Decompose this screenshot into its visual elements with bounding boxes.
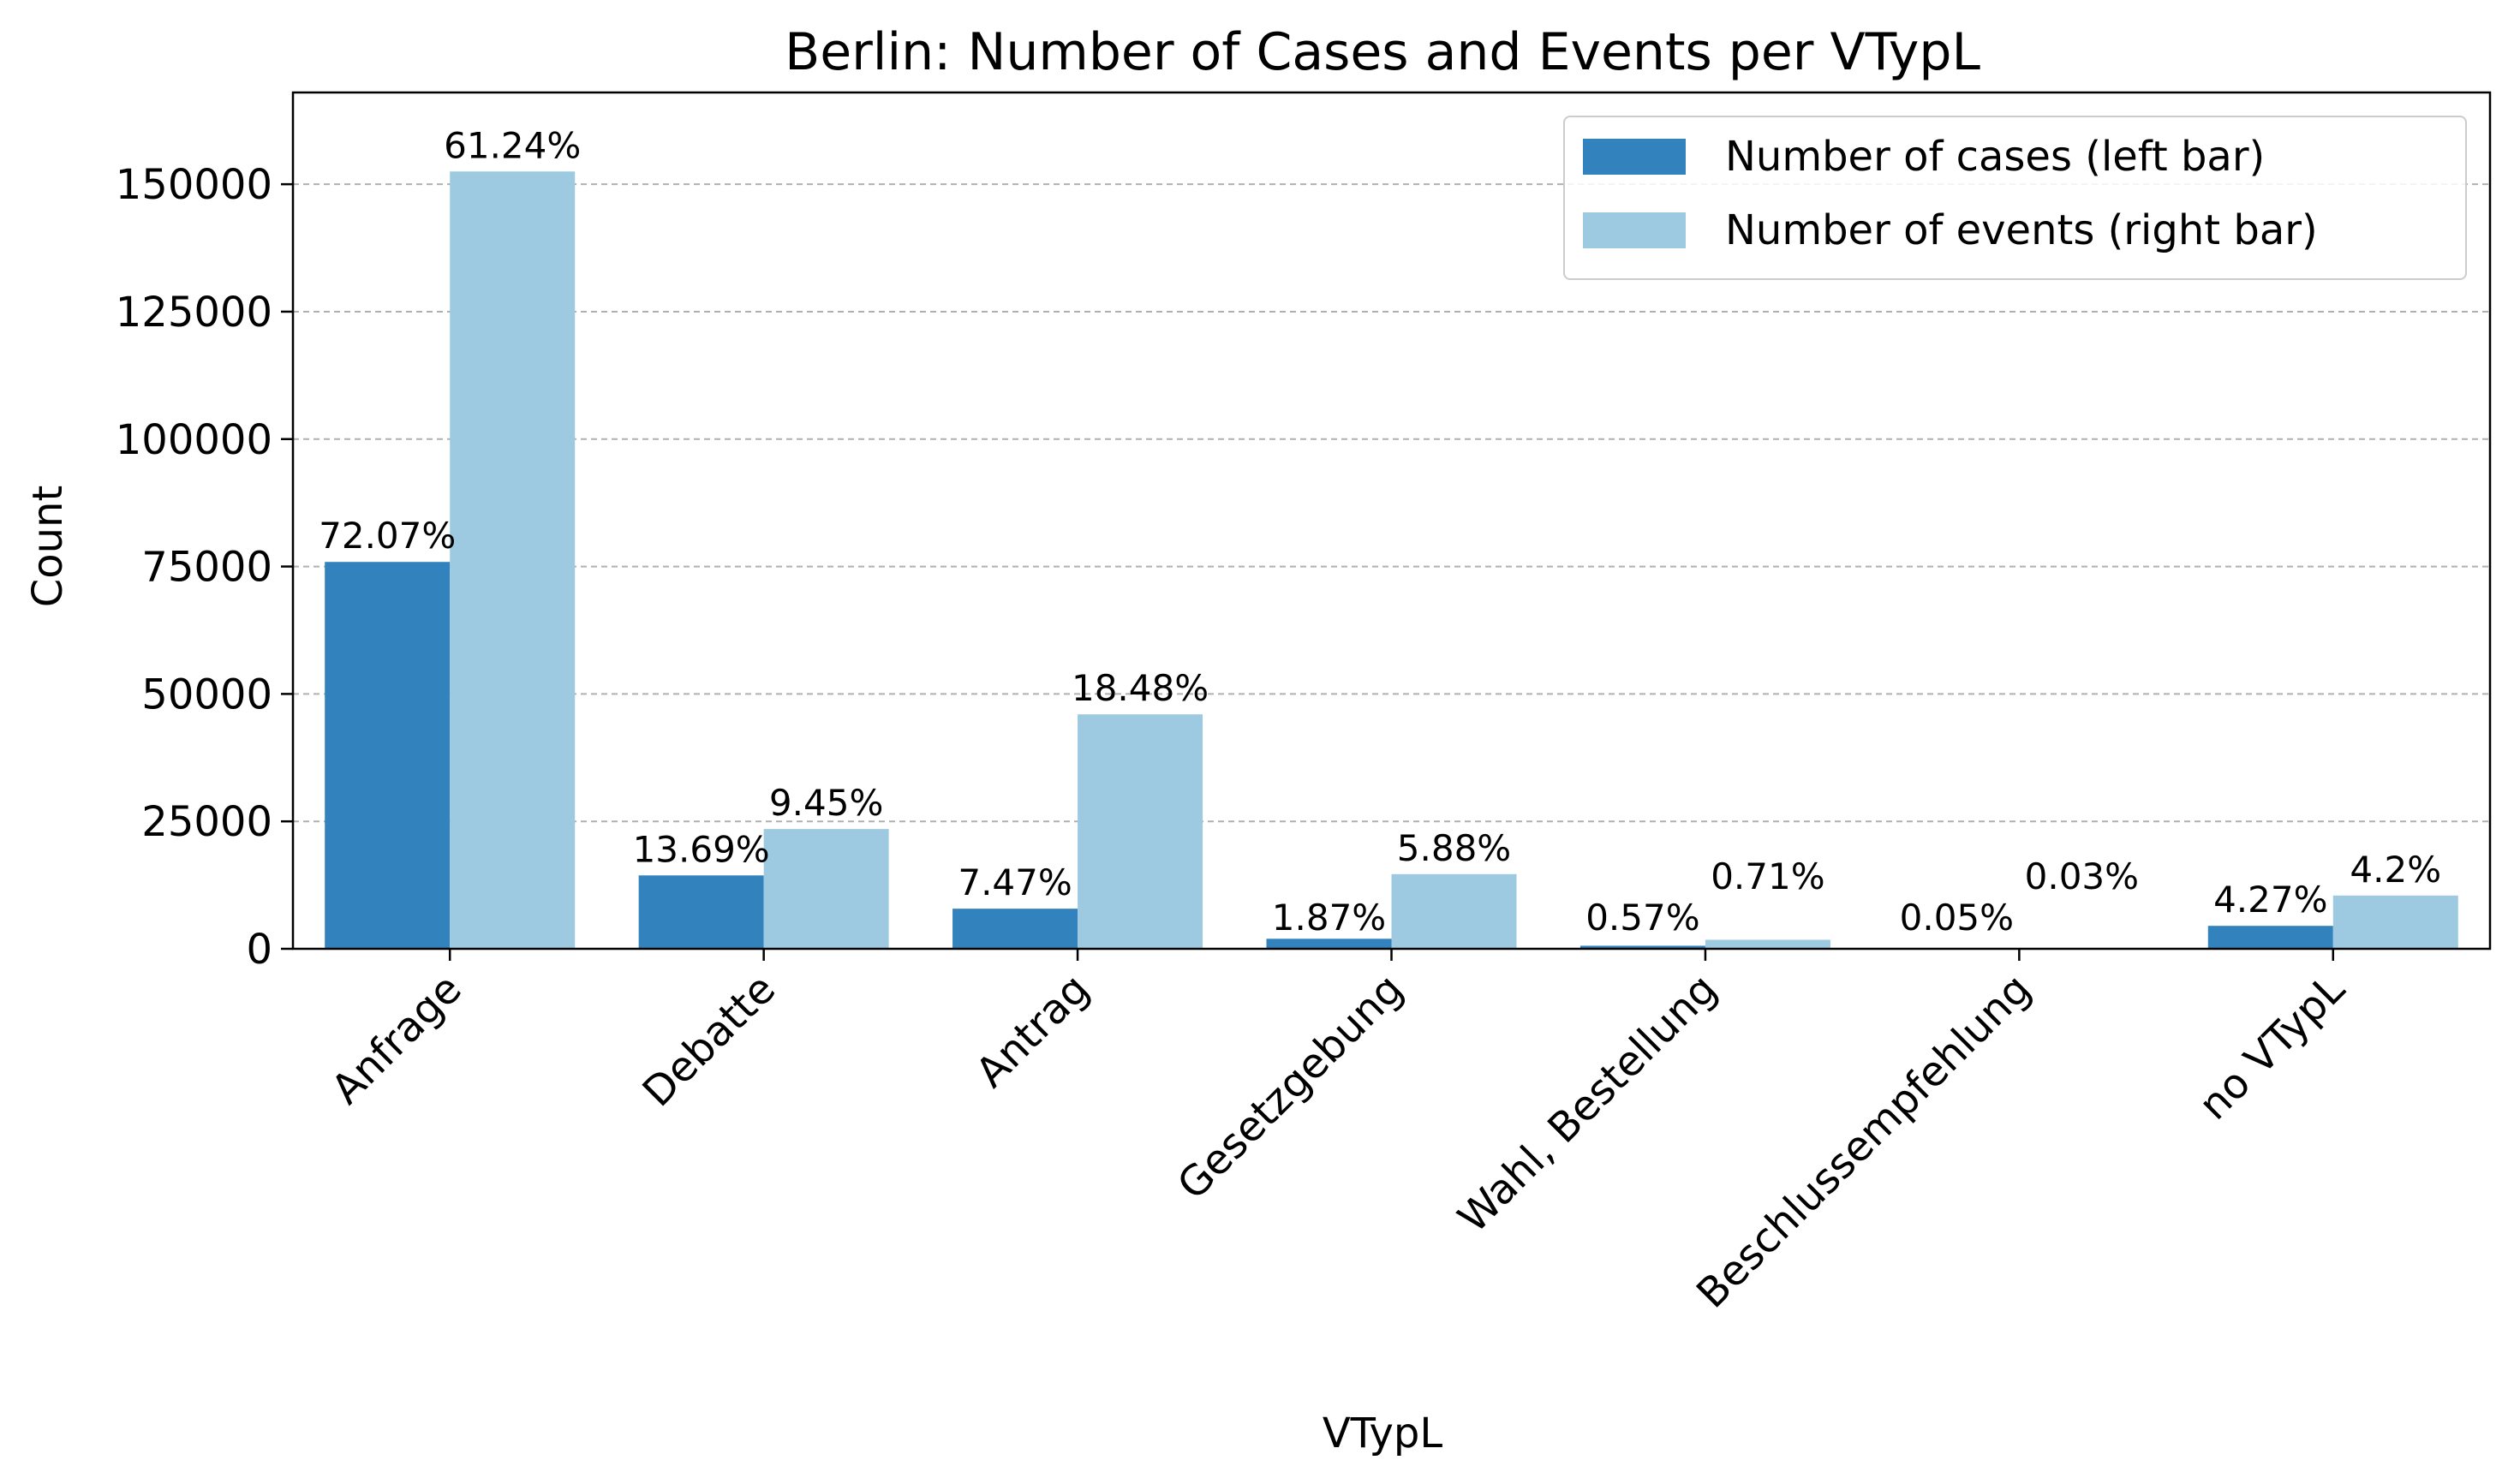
x-tick-label: Debatte <box>634 965 785 1116</box>
events-bar-label: 61.24% <box>444 124 581 166</box>
x-tick-label: Anfrage <box>322 965 470 1113</box>
x-tick-label: Wahl, Bestellung <box>1449 965 1727 1243</box>
legend-label-cases: Number of cases (left bar) <box>1725 133 2265 181</box>
cases-bar-label: 0.05% <box>1900 897 2014 939</box>
y-tick-label: 25000 <box>141 798 272 846</box>
y-tick-label: 125000 <box>116 289 272 337</box>
y-tick-label: 0 <box>246 926 272 974</box>
x-axis-title: VTypL <box>1323 1410 1443 1457</box>
cases-bar <box>952 909 1078 949</box>
y-axis-title: Count <box>24 486 72 608</box>
y-tick-label: 75000 <box>141 544 272 592</box>
events-bar <box>763 829 889 949</box>
events-bar <box>1391 873 1517 949</box>
cases-bar <box>1579 945 1705 949</box>
cases-bar <box>638 875 764 949</box>
cases-bar-label: 7.47% <box>958 861 1072 903</box>
legend: Number of cases (left bar) Number of even… <box>1563 116 2467 280</box>
y-tick-label: 100000 <box>116 416 272 464</box>
events-bar-label: 18.48% <box>1072 667 1209 709</box>
legend-box <box>1563 116 2467 280</box>
legend-label-events: Number of events (right bar) <box>1725 206 2318 254</box>
legend-swatch-events <box>1583 212 1686 248</box>
data-labels-layer: 72.07% 61.24% 13.69%9.45% 7.47% 18.48% 1.87% 5… <box>319 124 2441 939</box>
cases-bar-label: 1.87% <box>1272 897 1386 939</box>
events-bar-label: 4.2% <box>2350 849 2441 891</box>
cases-bar-label: 72.07% <box>319 515 456 557</box>
legend-swatch-cases <box>1583 139 1686 175</box>
cases-bar <box>2207 926 2333 949</box>
y-tick-label: 150000 <box>116 161 272 209</box>
cases-bar <box>325 562 451 949</box>
cases-bar-label: 13.69% <box>633 828 770 870</box>
events-bar-label: 9.45% <box>769 782 883 824</box>
events-bar-label: 0.71% <box>1711 855 1824 897</box>
events-bar <box>450 171 576 949</box>
grid-layer <box>293 183 2490 950</box>
events-bar <box>1705 939 1830 949</box>
events-bar-label: 0.03% <box>2025 855 2139 897</box>
bars-layer <box>325 171 2458 949</box>
cases-bar <box>1266 939 1392 949</box>
chart-title: Berlin: Number of Cases and Events per V… <box>785 22 1980 82</box>
x-tick-label: Antrag <box>967 965 1099 1097</box>
y-tick-label: 50000 <box>141 670 272 718</box>
events-bar-label: 5.88% <box>1397 827 1511 869</box>
events-bar <box>1078 714 1203 949</box>
cases-bar-label: 4.27% <box>2213 879 2327 921</box>
events-bar <box>2332 895 2458 949</box>
x-tick-label: no VTypL <box>2189 965 2354 1129</box>
cases-bar-label: 0.57% <box>1585 897 1699 939</box>
x-tick-label: Beschlussempfehlung <box>1687 965 2040 1318</box>
x-tick-label: Gesetzgebung <box>1168 965 1412 1209</box>
